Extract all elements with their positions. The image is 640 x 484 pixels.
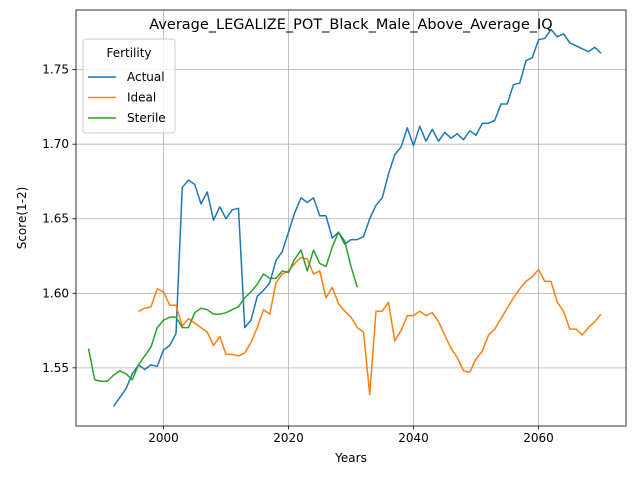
y-tick-label: 1.60 — [42, 286, 69, 300]
legend-label-actual: Actual — [127, 70, 165, 84]
x-tick-label: 2060 — [523, 431, 554, 445]
plot-frame — [75, 9, 627, 427]
y-tick-label: 1.75 — [42, 63, 69, 77]
y-axis-ticks: 1.55 1.60 1.65 1.70 1.75 — [42, 63, 76, 375]
y-tick-label: 1.70 — [42, 137, 69, 151]
legend-title: Fertility — [106, 46, 151, 60]
legend-label-sterile: Sterile — [127, 111, 166, 125]
y-tick-label: 1.65 — [42, 212, 69, 226]
chart-title: Average_LEGALIZE_POT_Black_Male_Above_Av… — [149, 17, 552, 33]
y-tick-label: 1.55 — [42, 361, 69, 375]
x-axis-ticks: 2000 2020 2040 2060 — [148, 426, 554, 445]
legend: Fertility Actual Ideal Sterile — [82, 38, 176, 134]
x-tick-label: 2000 — [148, 431, 179, 445]
series-line-ideal — [138, 256, 602, 396]
x-tick-label: 2040 — [398, 431, 429, 445]
legend-box — [82, 38, 176, 134]
series-lines — [87, 28, 602, 408]
series-line-sterile — [87, 231, 358, 383]
x-tick-label: 2020 — [273, 431, 304, 445]
legend-label-ideal: Ideal — [127, 91, 156, 105]
y-axis-label: Score(1-2) — [15, 187, 29, 250]
series-line-actual — [112, 28, 602, 408]
x-axis-label: Years — [334, 451, 367, 465]
